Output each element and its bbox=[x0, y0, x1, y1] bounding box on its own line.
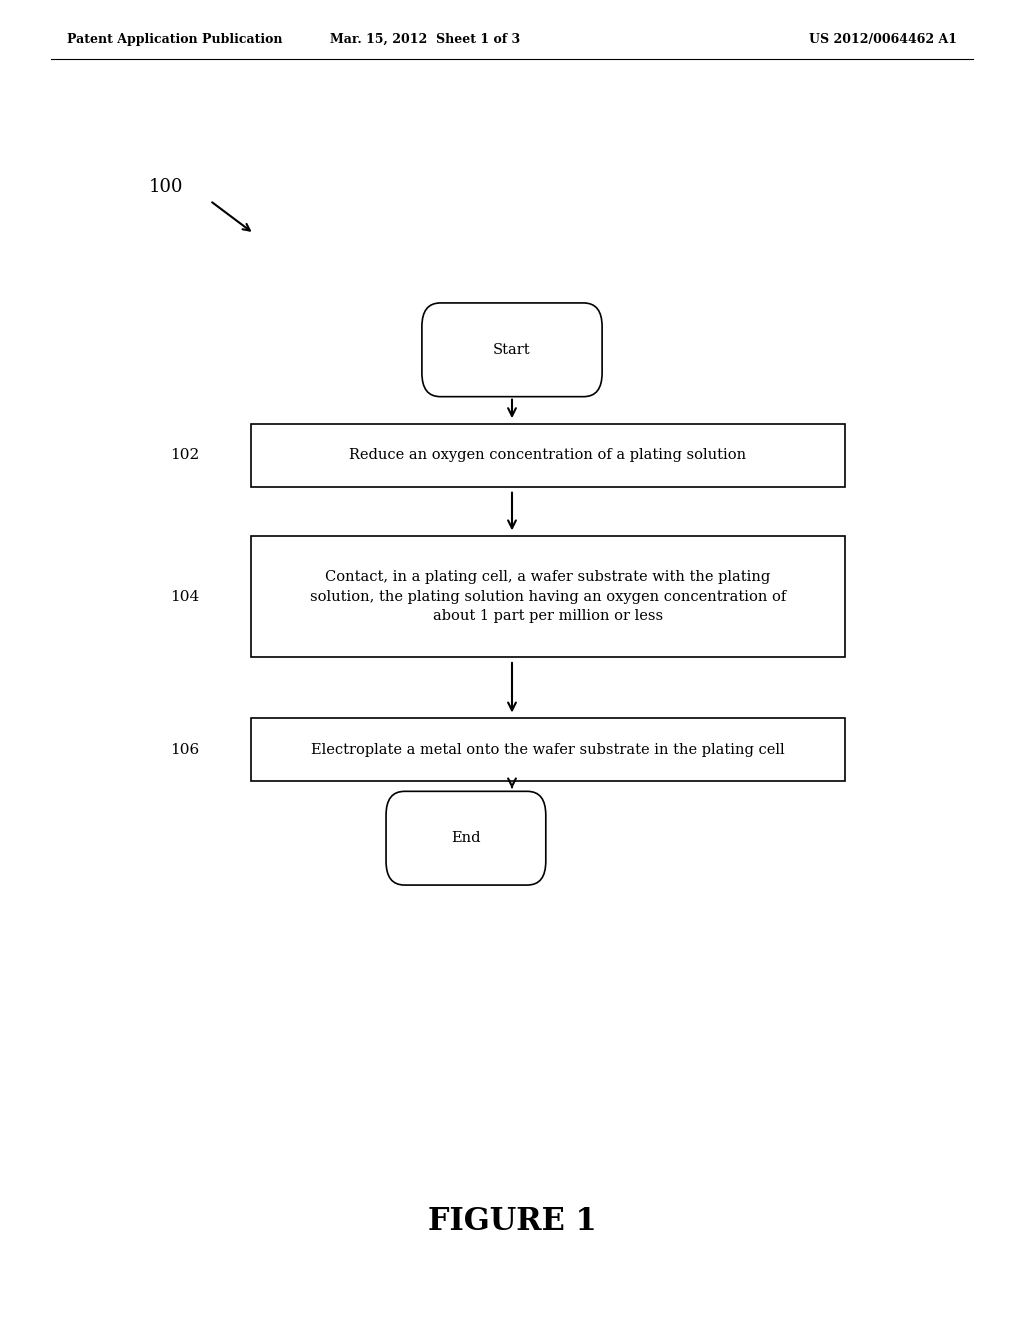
Text: Contact, in a plating cell, a wafer substrate with the plating
solution, the pla: Contact, in a plating cell, a wafer subs… bbox=[309, 570, 786, 623]
Text: Start: Start bbox=[494, 343, 530, 356]
Text: End: End bbox=[452, 832, 480, 845]
Text: Mar. 15, 2012  Sheet 1 of 3: Mar. 15, 2012 Sheet 1 of 3 bbox=[330, 33, 520, 46]
Text: 106: 106 bbox=[170, 743, 200, 756]
Text: 104: 104 bbox=[170, 590, 200, 603]
Text: FIGURE 1: FIGURE 1 bbox=[428, 1205, 596, 1237]
Text: Reduce an oxygen concentration of a plating solution: Reduce an oxygen concentration of a plat… bbox=[349, 449, 746, 462]
Text: US 2012/0064462 A1: US 2012/0064462 A1 bbox=[809, 33, 957, 46]
Text: Electroplate a metal onto the wafer substrate in the plating cell: Electroplate a metal onto the wafer subs… bbox=[311, 743, 784, 756]
FancyBboxPatch shape bbox=[386, 792, 546, 886]
Text: 100: 100 bbox=[148, 178, 183, 197]
FancyBboxPatch shape bbox=[251, 424, 845, 487]
FancyBboxPatch shape bbox=[251, 536, 845, 657]
Text: 102: 102 bbox=[170, 449, 200, 462]
FancyBboxPatch shape bbox=[422, 304, 602, 396]
FancyBboxPatch shape bbox=[251, 718, 845, 781]
Text: Patent Application Publication: Patent Application Publication bbox=[67, 33, 282, 46]
